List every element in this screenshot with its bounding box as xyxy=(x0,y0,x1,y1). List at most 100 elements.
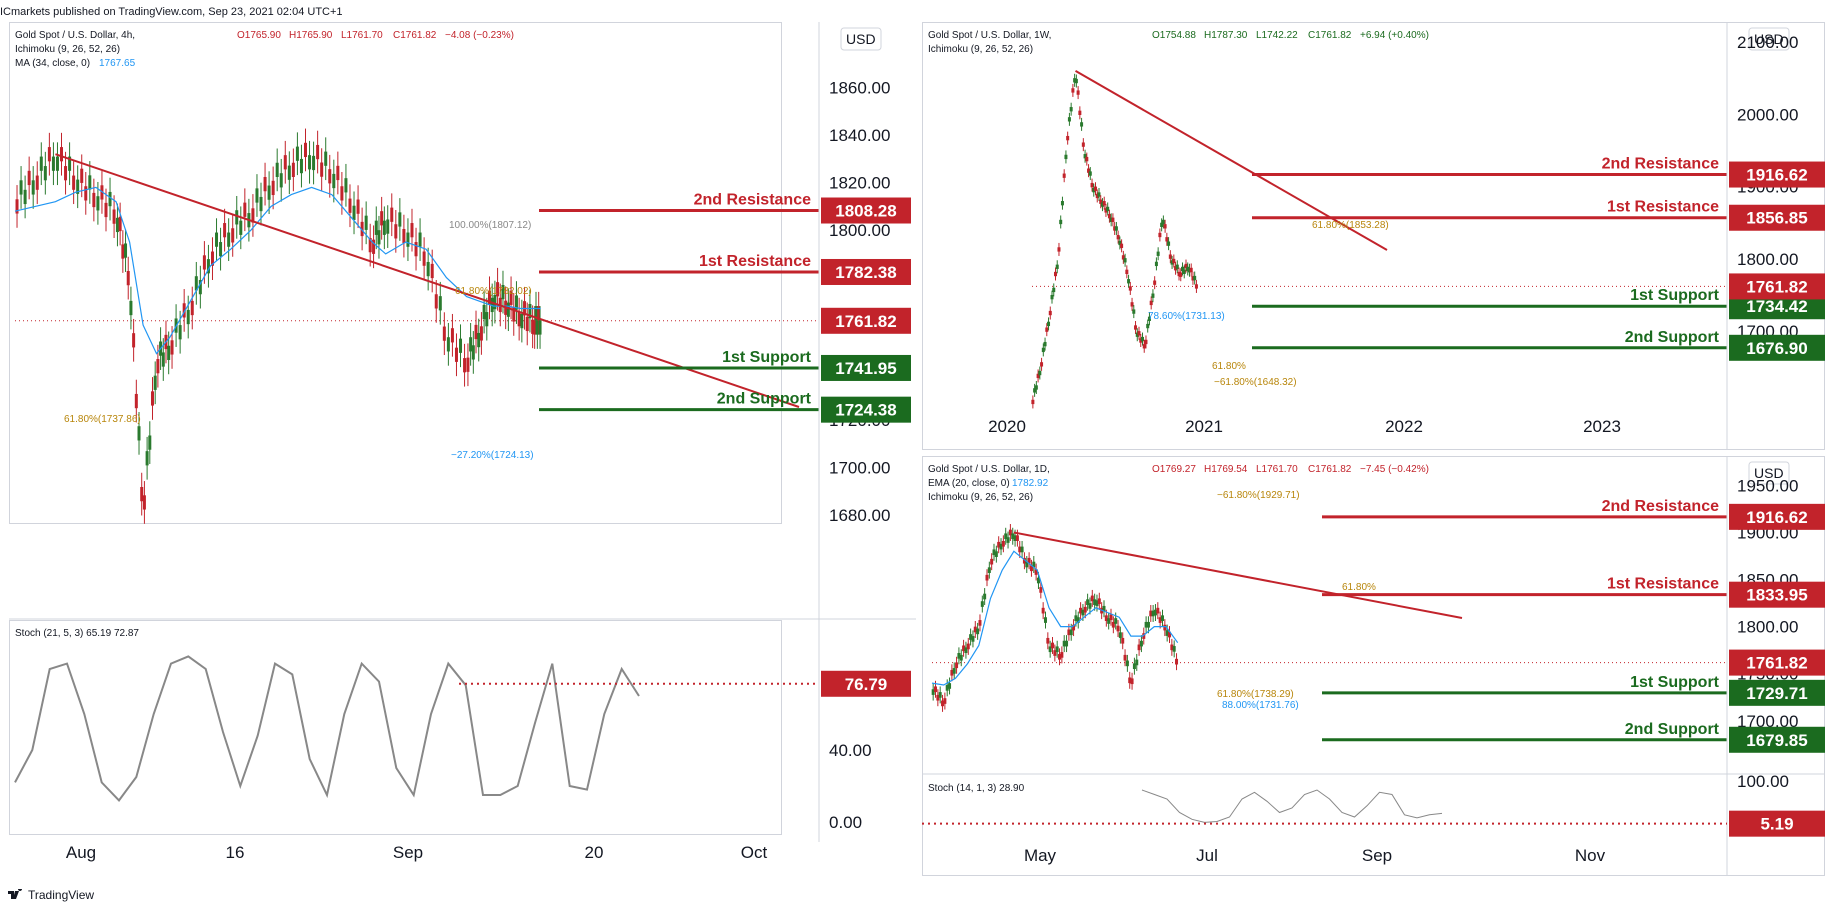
candle-body xyxy=(259,196,263,212)
x-tick-label: 2021 xyxy=(1185,417,1223,436)
candle-body xyxy=(1053,650,1057,656)
x-tick-label: 20 xyxy=(585,843,604,862)
chart-title: Gold Spot / U.S. Dollar, 1W, xyxy=(928,30,1051,41)
candle-body xyxy=(1072,624,1076,631)
candle-body xyxy=(531,319,535,334)
candle-body xyxy=(1109,217,1113,222)
candle-body xyxy=(267,185,271,200)
level-name: 1st Support xyxy=(1630,287,1720,304)
candle-body xyxy=(1085,156,1089,162)
candle-body xyxy=(1160,615,1164,621)
level-badge xyxy=(1729,204,1825,231)
level-badge xyxy=(1729,726,1825,753)
candle-body xyxy=(1086,599,1090,605)
candle-body xyxy=(72,175,76,190)
candle-body xyxy=(386,219,390,234)
candle-body xyxy=(324,151,328,166)
currency-badge xyxy=(1748,27,1790,51)
ohlc-value: O1769.27 xyxy=(1152,464,1196,475)
candle-body xyxy=(1090,182,1094,188)
candle-body xyxy=(39,156,43,171)
candle-body xyxy=(997,541,1001,548)
candle-body xyxy=(1079,607,1083,614)
candle-body xyxy=(1174,266,1178,271)
candle-body xyxy=(1187,268,1191,273)
stoch-label: Stoch (21, 5, 3) 65.19 72.87 xyxy=(15,628,139,639)
candle-body xyxy=(941,700,945,707)
candle-body xyxy=(987,567,991,573)
candle-body xyxy=(287,165,291,180)
candle-body xyxy=(1031,399,1035,405)
indicator-label: MA (34, close, 0) xyxy=(15,58,90,69)
candle-body xyxy=(1140,336,1144,342)
level-value: 1724.38 xyxy=(835,401,896,420)
candle-body xyxy=(948,683,952,689)
candle-body xyxy=(418,232,422,247)
candle-body xyxy=(992,549,996,556)
fib-label: 61.80% xyxy=(1342,582,1376,593)
moving-average-line xyxy=(14,186,541,355)
candle-body xyxy=(534,306,538,321)
candle-body xyxy=(1018,546,1022,553)
indicator-label: Ichimoku (9, 26, 52, 26) xyxy=(15,44,120,55)
candle-body xyxy=(446,337,450,352)
candle-body xyxy=(1081,609,1085,616)
candle-body xyxy=(279,173,283,188)
candle-body xyxy=(538,320,542,335)
level-badge xyxy=(821,258,911,285)
candle-body xyxy=(1062,173,1066,178)
candle-body xyxy=(1156,607,1160,614)
candle-body xyxy=(1025,561,1029,568)
level-badge xyxy=(1729,334,1825,361)
candle-body xyxy=(994,551,998,557)
candle-body xyxy=(1069,629,1073,636)
y-tick-label: 1680.00 xyxy=(829,506,890,525)
candle-body xyxy=(1111,217,1115,222)
candle-body xyxy=(380,211,384,226)
candle-body xyxy=(1047,321,1051,327)
candle-body xyxy=(980,601,984,607)
candle-body xyxy=(1132,309,1136,314)
candle-body xyxy=(202,255,206,270)
candle-body xyxy=(348,198,352,213)
candle-body xyxy=(1125,660,1129,667)
candle-body xyxy=(1095,193,1099,199)
candle-body xyxy=(442,326,446,341)
candle-body xyxy=(1191,276,1195,281)
candle-body xyxy=(115,217,119,233)
publish-header: ICmarkets published on TradingView.com, … xyxy=(0,6,343,18)
candle-body xyxy=(27,170,31,186)
x-tick-label: Nov xyxy=(1575,846,1606,865)
candle-body xyxy=(426,261,430,277)
candle-body xyxy=(934,686,938,693)
ma-value: 1767.65 xyxy=(99,58,136,69)
candle-body xyxy=(121,244,125,259)
candle-body xyxy=(76,179,80,194)
candle-body xyxy=(999,543,1003,550)
level-name: 2nd Support xyxy=(1625,329,1720,346)
candle-body xyxy=(936,694,940,701)
candle-body xyxy=(1069,107,1073,112)
candle-body xyxy=(1039,587,1043,593)
fib-label: 61.80%(1782.02) xyxy=(455,286,532,297)
x-tick-label: 16 xyxy=(226,843,245,862)
x-tick-label: Sep xyxy=(1362,846,1392,865)
candle-body xyxy=(104,202,108,218)
candle-body xyxy=(1104,208,1108,213)
candle-body xyxy=(243,202,247,217)
candle-body xyxy=(1170,260,1174,265)
candle-body xyxy=(1059,219,1063,225)
candle-body xyxy=(47,147,51,162)
candle-body xyxy=(170,340,174,355)
candle-body xyxy=(156,359,160,374)
candle-body xyxy=(398,212,402,227)
candle-body xyxy=(112,209,116,224)
candle-body xyxy=(263,176,267,192)
candle-body xyxy=(1057,247,1061,252)
candle-body xyxy=(506,302,510,317)
candle-body xyxy=(394,224,398,239)
candle-body xyxy=(1144,621,1148,628)
candle-body xyxy=(182,303,186,318)
ohlc-value: C1761.82 xyxy=(1308,30,1352,41)
candle-body xyxy=(1032,561,1036,568)
